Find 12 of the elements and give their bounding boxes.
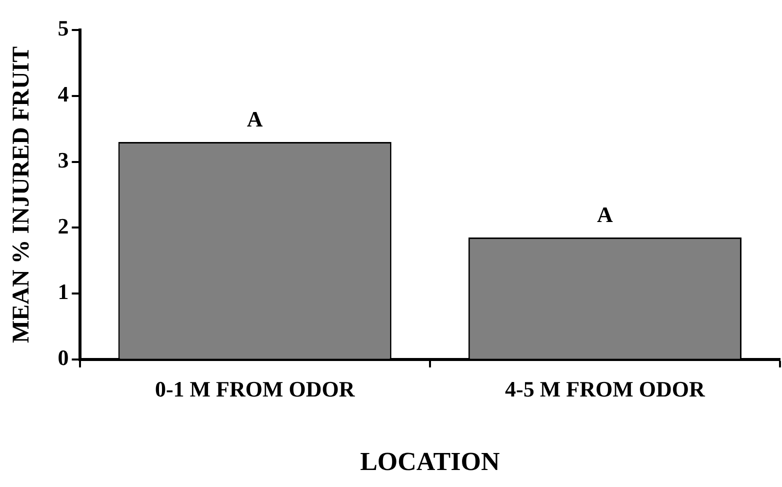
annotation: A	[597, 202, 614, 228]
x-tick-label: 4-5 M FROM ODOR	[505, 376, 706, 402]
y-tick-label: 3	[58, 147, 69, 172]
y-tick-label: 0	[58, 345, 69, 370]
x-axis-title: LOCATION	[360, 447, 500, 476]
y-axis-title: MEAN % INJURED FRUIT	[8, 46, 35, 344]
y-tick-label: 5	[58, 16, 69, 41]
y-tick-label: 1	[58, 279, 69, 304]
y-tick-label: 4	[58, 82, 69, 107]
annotation: A	[246, 106, 263, 132]
y-tick-label: 2	[58, 213, 69, 238]
x-tick-label: 0-1 M FROM ODOR	[154, 376, 356, 402]
